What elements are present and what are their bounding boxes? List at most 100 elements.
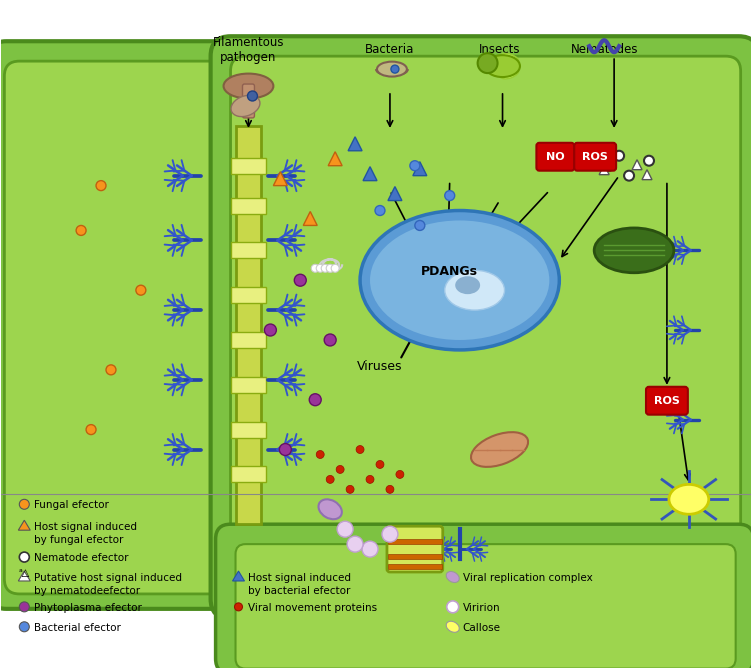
- Circle shape: [347, 536, 363, 552]
- Text: ᵃ△: ᵃ△: [18, 568, 29, 578]
- Bar: [231, 242, 266, 258]
- Bar: [231, 197, 266, 213]
- Ellipse shape: [360, 211, 559, 350]
- Bar: [231, 421, 266, 438]
- Text: ROS: ROS: [582, 152, 608, 162]
- Bar: [231, 332, 266, 348]
- Circle shape: [317, 264, 324, 272]
- FancyBboxPatch shape: [216, 524, 752, 669]
- Bar: [388, 554, 441, 559]
- Circle shape: [317, 450, 324, 458]
- Circle shape: [366, 476, 374, 484]
- Circle shape: [294, 274, 306, 286]
- Bar: [388, 564, 441, 569]
- Text: Viririon: Viririon: [462, 603, 500, 613]
- Circle shape: [311, 264, 319, 272]
- Bar: [388, 539, 441, 544]
- Ellipse shape: [446, 622, 459, 632]
- Text: Viruses: Viruses: [357, 360, 403, 373]
- Ellipse shape: [377, 62, 407, 76]
- Circle shape: [326, 476, 334, 484]
- Circle shape: [447, 601, 459, 613]
- Circle shape: [604, 161, 614, 171]
- Circle shape: [96, 181, 106, 191]
- Text: Host signal induced: Host signal induced: [248, 573, 351, 583]
- Circle shape: [235, 603, 242, 611]
- FancyBboxPatch shape: [235, 126, 262, 524]
- Circle shape: [20, 552, 29, 562]
- Circle shape: [624, 171, 634, 181]
- Text: Viral movement proteins: Viral movement proteins: [248, 603, 378, 613]
- Ellipse shape: [500, 54, 519, 65]
- FancyBboxPatch shape: [536, 142, 575, 171]
- FancyBboxPatch shape: [235, 544, 735, 668]
- Text: Callose: Callose: [462, 623, 501, 633]
- Circle shape: [331, 264, 339, 272]
- Circle shape: [337, 521, 353, 537]
- Circle shape: [391, 65, 399, 73]
- Circle shape: [386, 486, 394, 493]
- Bar: [231, 287, 266, 303]
- FancyBboxPatch shape: [387, 527, 443, 572]
- Ellipse shape: [594, 228, 674, 273]
- Polygon shape: [642, 170, 652, 180]
- Polygon shape: [599, 165, 609, 175]
- Text: by fungal efector: by fungal efector: [35, 535, 123, 545]
- Circle shape: [106, 365, 116, 375]
- Circle shape: [309, 394, 321, 405]
- Text: Host signal induced: Host signal induced: [35, 522, 138, 533]
- Circle shape: [362, 541, 378, 557]
- Polygon shape: [18, 571, 30, 581]
- Circle shape: [324, 334, 336, 346]
- Text: Bacteria: Bacteria: [365, 43, 414, 56]
- Circle shape: [86, 425, 96, 435]
- Circle shape: [444, 191, 455, 201]
- Circle shape: [20, 602, 29, 612]
- Circle shape: [265, 324, 277, 336]
- Polygon shape: [590, 150, 599, 160]
- Text: Nematode efector: Nematode efector: [35, 553, 129, 563]
- FancyBboxPatch shape: [646, 387, 688, 415]
- Circle shape: [247, 91, 257, 101]
- Text: Phytoplasma efector: Phytoplasma efector: [35, 603, 142, 613]
- Circle shape: [20, 499, 29, 509]
- Ellipse shape: [319, 499, 342, 519]
- Text: Insects: Insects: [479, 43, 520, 56]
- Circle shape: [346, 486, 354, 493]
- Text: Putative host signal induced: Putative host signal induced: [35, 573, 182, 583]
- Ellipse shape: [231, 95, 260, 116]
- Circle shape: [20, 622, 29, 632]
- Polygon shape: [413, 162, 427, 176]
- Polygon shape: [18, 520, 30, 531]
- Ellipse shape: [446, 571, 459, 583]
- Bar: [231, 377, 266, 393]
- Circle shape: [326, 264, 334, 272]
- Text: PDANGs: PDANGs: [421, 265, 478, 278]
- Polygon shape: [274, 172, 287, 185]
- FancyBboxPatch shape: [0, 41, 345, 609]
- Polygon shape: [632, 160, 642, 170]
- Text: Nematodes: Nematodes: [571, 43, 638, 56]
- Polygon shape: [328, 152, 342, 166]
- Bar: [231, 466, 266, 482]
- Text: Fungal efector: Fungal efector: [35, 500, 109, 510]
- Ellipse shape: [223, 74, 274, 98]
- Circle shape: [410, 161, 420, 171]
- Ellipse shape: [500, 68, 519, 79]
- Ellipse shape: [370, 221, 550, 340]
- Polygon shape: [388, 187, 402, 201]
- Bar: [231, 158, 266, 174]
- Circle shape: [279, 444, 291, 456]
- Circle shape: [375, 205, 385, 215]
- Text: Viral replication complex: Viral replication complex: [462, 573, 593, 583]
- FancyBboxPatch shape: [211, 36, 752, 619]
- Ellipse shape: [485, 55, 520, 77]
- Circle shape: [136, 285, 146, 295]
- Circle shape: [415, 221, 425, 230]
- FancyBboxPatch shape: [242, 84, 254, 118]
- Circle shape: [614, 151, 624, 161]
- Text: Filamentous
pathogen: Filamentous pathogen: [213, 36, 284, 64]
- Circle shape: [396, 470, 404, 478]
- Circle shape: [76, 225, 86, 235]
- Circle shape: [321, 264, 329, 272]
